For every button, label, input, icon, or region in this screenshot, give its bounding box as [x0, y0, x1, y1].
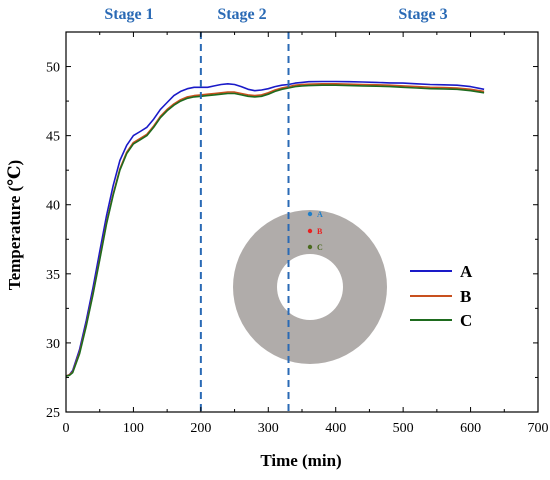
y-tick-label: 50: [46, 61, 60, 76]
legend-label-a: A: [460, 262, 473, 281]
x-tick-label: 500: [393, 421, 414, 436]
stage-label-1: Stage 1: [104, 6, 153, 23]
x-tick-label: 200: [190, 421, 211, 436]
series-layer: [65, 80, 485, 377]
series-line-c: [65, 84, 485, 377]
x-tick-label: 100: [123, 421, 144, 436]
y-tick-label: 30: [46, 337, 60, 352]
axes: 0 100 200 300 400 500 600 700 25 30 35 40 45 50: [46, 31, 549, 436]
x-tick-label: 300: [258, 421, 279, 436]
x-tick-label: 400: [325, 421, 346, 436]
x-tick-label: 0: [63, 421, 70, 436]
inset-point-a: [307, 211, 313, 217]
inset-point-c: [307, 244, 313, 250]
x-tick-label: 700: [528, 421, 549, 436]
legend-label-c: C: [460, 311, 472, 330]
inset-label-b: B: [317, 227, 323, 236]
inset-ring-hole: [277, 254, 343, 320]
series-line-a: [65, 80, 485, 377]
inset-point-b: [307, 228, 313, 234]
inset-label-c: C: [317, 243, 323, 252]
legend-label-b: B: [460, 287, 471, 306]
inset-ring-diagram: A B C: [233, 210, 387, 364]
stage-label-3: Stage 3: [398, 6, 447, 23]
y-tick-label: 40: [46, 199, 60, 214]
inset-label-a: A: [317, 210, 323, 219]
stage-boundary-lines: [199, 32, 290, 412]
y-tick-label: 25: [46, 406, 60, 421]
legend: A B C: [410, 262, 473, 330]
y-tick-label: 45: [46, 130, 60, 145]
stage-label-2: Stage 2: [217, 6, 266, 23]
x-axis-label: Time (min): [260, 451, 341, 470]
x-tick-label: 600: [460, 421, 481, 436]
y-tick-label: 35: [46, 268, 60, 283]
y-axis-label: Temperature (℃): [5, 160, 24, 290]
